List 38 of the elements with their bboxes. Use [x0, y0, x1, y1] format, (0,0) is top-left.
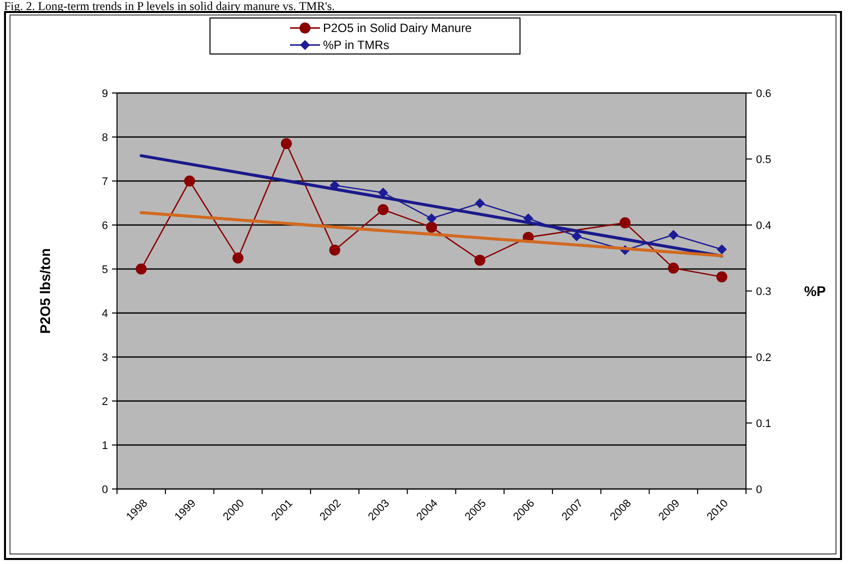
point	[426, 213, 436, 224]
point	[474, 254, 486, 266]
y-tick-label: 1	[102, 440, 108, 452]
y2-axis-title: %P	[804, 283, 826, 299]
y-tick-label: 2	[102, 396, 108, 408]
y-tick-label: 3	[102, 352, 108, 364]
y-tick-label: 9	[102, 88, 108, 100]
point	[378, 188, 388, 198]
y2-tick-label: 0	[756, 484, 762, 496]
y-tick-label: 7	[102, 176, 108, 188]
point	[716, 271, 728, 282]
legend-label: P2O5 in Solid Dairy Manure	[323, 21, 472, 36]
legend-label: %P in TMRs	[323, 38, 390, 52]
y-tick-label: 8	[102, 132, 108, 144]
point	[716, 244, 727, 254]
y-tick-label: 6	[102, 220, 108, 232]
point	[668, 262, 679, 274]
point	[329, 244, 340, 256]
y2-tick-label: 0.3	[756, 286, 772, 298]
y-axis-title: P2O5 lbs/ton	[37, 248, 53, 334]
point	[280, 138, 292, 150]
y2-tick-label: 0.5	[756, 154, 772, 166]
point	[426, 222, 437, 233]
point	[232, 252, 244, 264]
y2-tick-label: 0.4	[756, 220, 772, 232]
point	[572, 231, 582, 242]
y2-tick-label: 0.1	[756, 418, 772, 430]
y-tick-label: 5	[102, 264, 108, 276]
y2-tick-label: 0.6	[756, 88, 772, 100]
point	[378, 204, 389, 216]
y-tick-label: 0	[102, 484, 108, 496]
y-tick-label: 4	[102, 308, 108, 320]
point	[184, 176, 196, 186]
point	[668, 230, 678, 240]
y2-tick-label: 0.2	[756, 352, 772, 364]
point	[474, 198, 485, 208]
point	[620, 217, 631, 228]
point	[136, 264, 147, 274]
